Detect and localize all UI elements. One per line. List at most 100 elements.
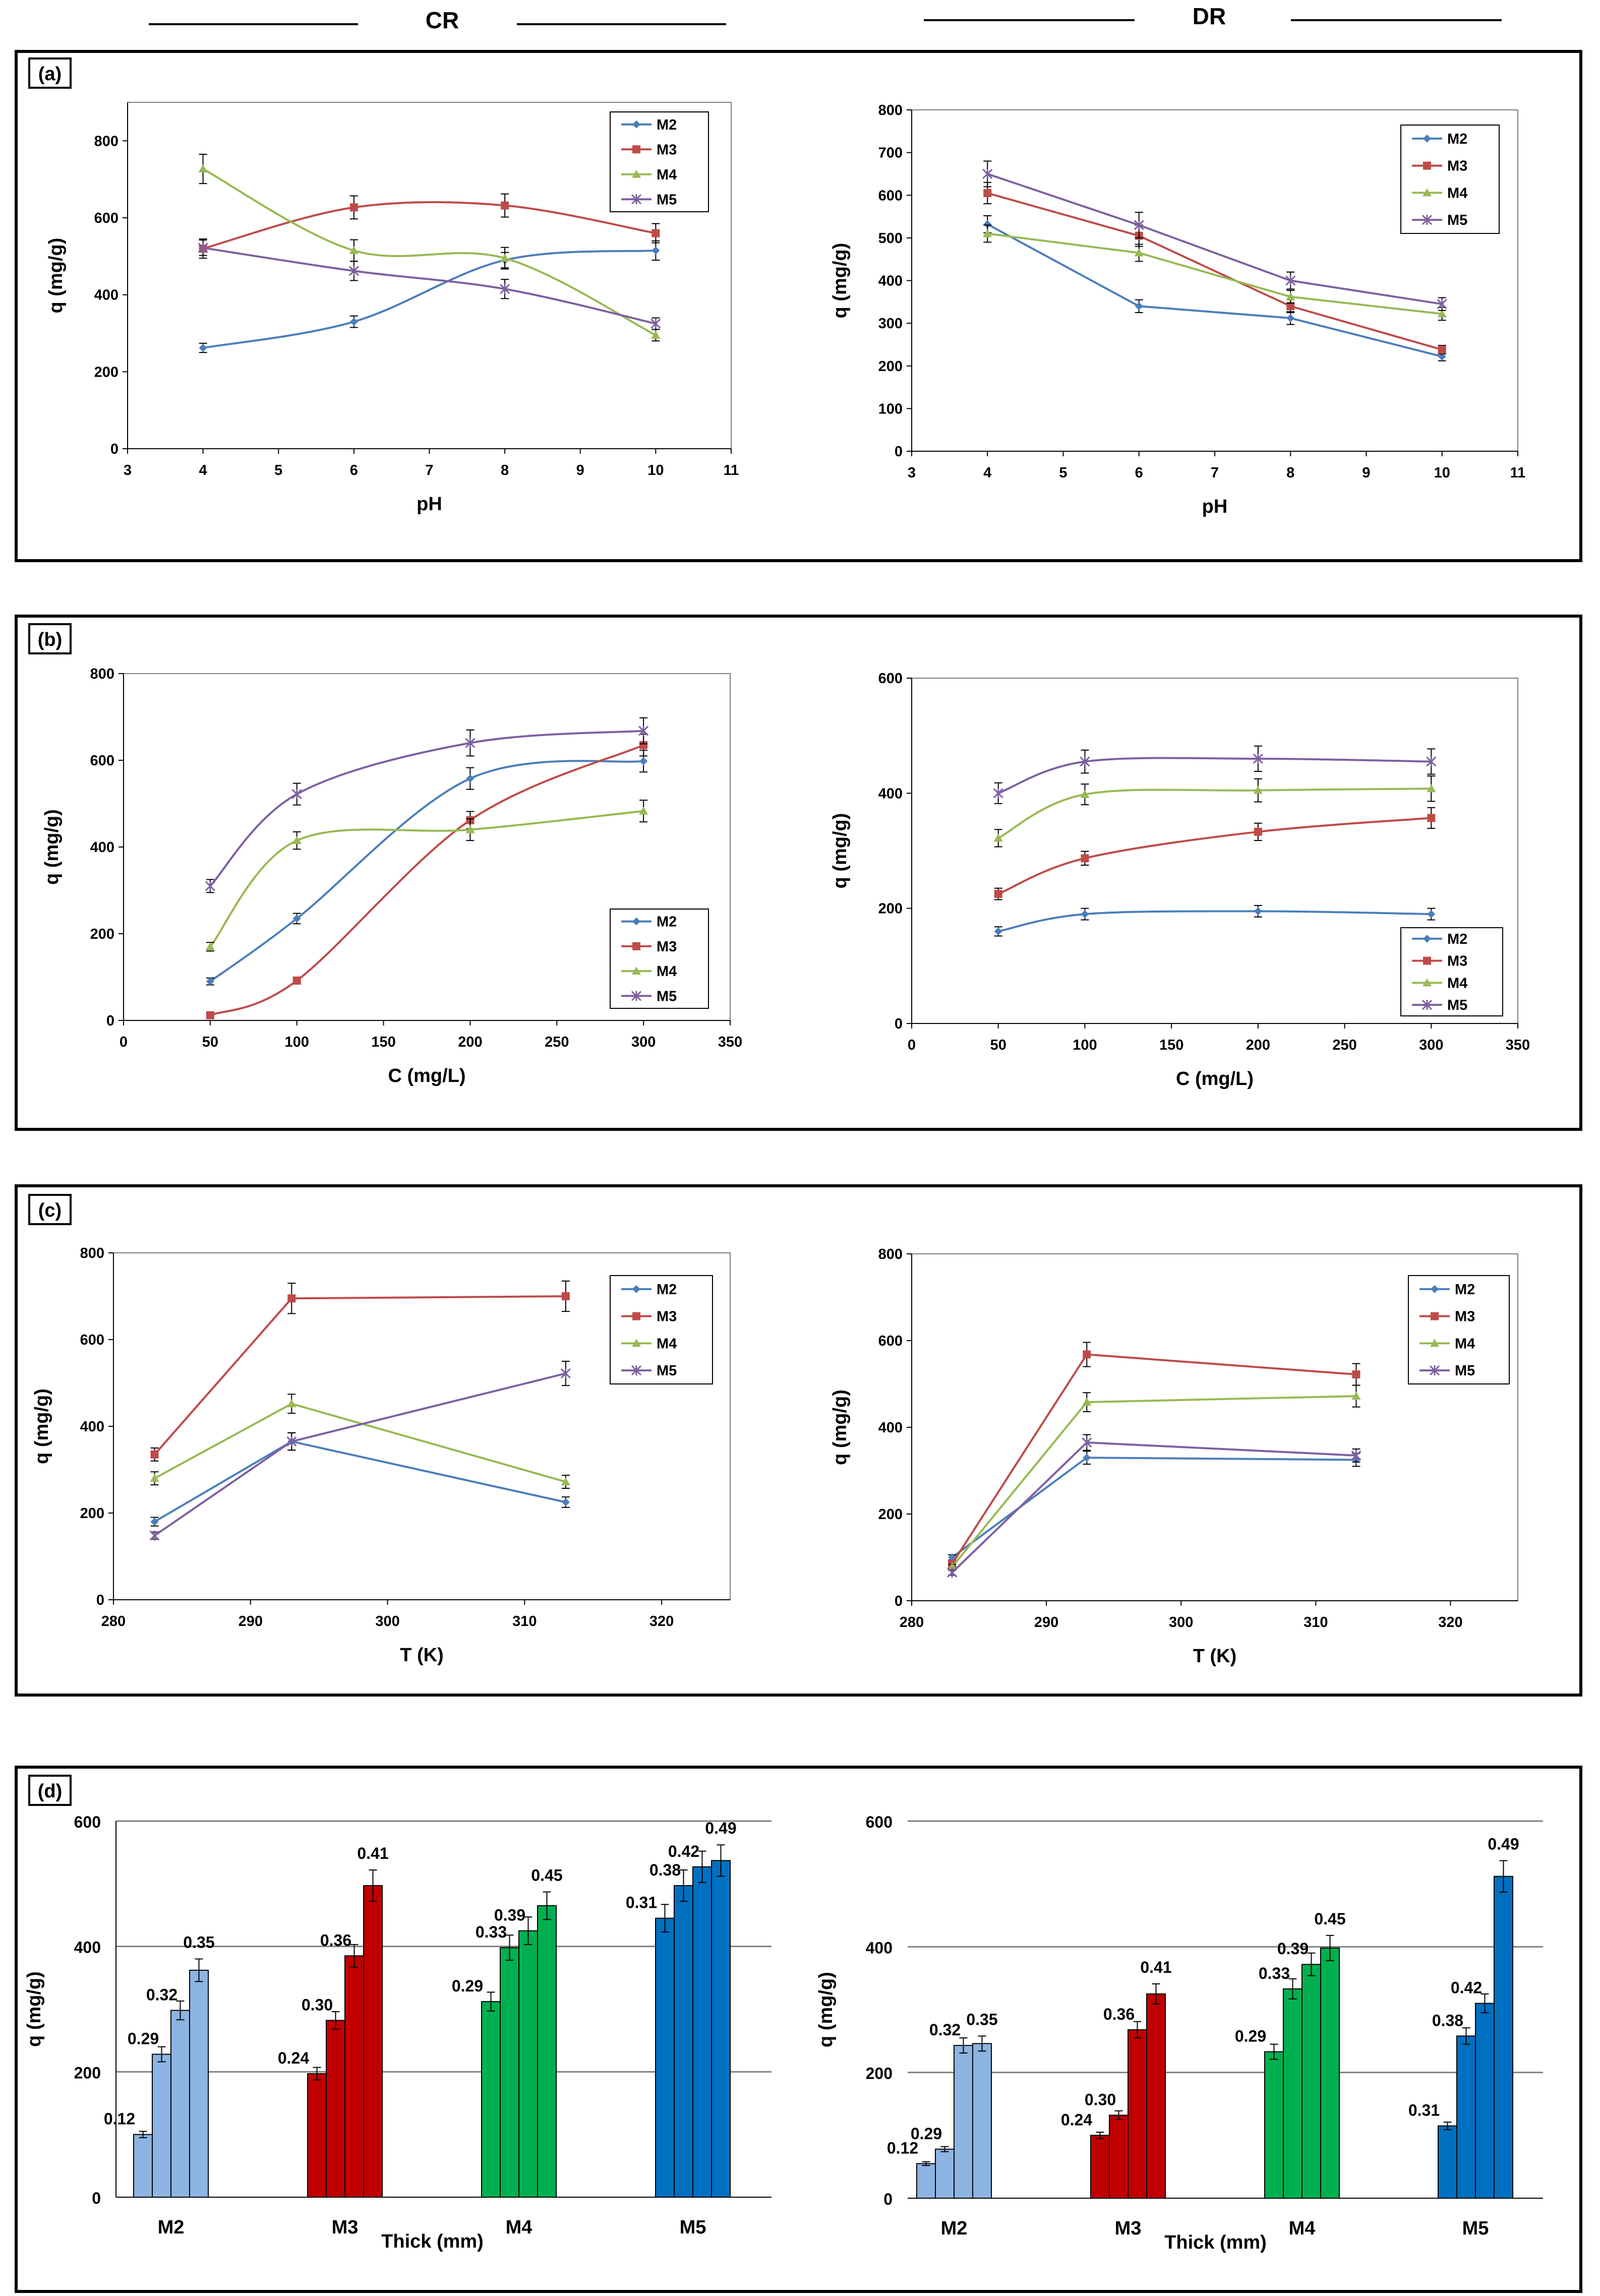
y-axis-label: q (mg/g) [31, 1388, 52, 1464]
bar-M5-3 [711, 1860, 731, 2198]
marker-M4-0 [993, 833, 1003, 842]
y-axis-label: q (mg/g) [24, 1971, 45, 2047]
y-tick-label: 400 [878, 786, 903, 802]
y-tick-label: 200 [80, 1505, 104, 1522]
y-tick-label: 600 [74, 1813, 101, 1831]
series-line-M5 [154, 1372, 566, 1537]
marker-M4-0 [983, 229, 992, 237]
chart-a-CR: 0 200 400 600 800 3 4 5 6 7 8 9 10 11 pH q (mg/g) M2 M3 M4… [45, 102, 739, 515]
x-axis-label: Thick (mm) [381, 2231, 484, 2252]
error-bar-M3-2 [1133, 2021, 1142, 2039]
y-tick-label: 0 [895, 1016, 903, 1032]
series-line-M5 [998, 757, 1432, 795]
bar-M2-3 [972, 2043, 992, 2199]
x-tick-label: 280 [900, 1614, 924, 1630]
series-line-M4 [997, 788, 1432, 839]
x-tick-label: 300 [1169, 1614, 1193, 1630]
data-label-M5-3: 0.49 [705, 1819, 736, 1837]
error-bar-M4-0 [487, 1991, 495, 2012]
marker-M5-1 [291, 789, 302, 800]
marker-M3-0 [994, 890, 1002, 898]
marker-M5-2 [1285, 275, 1296, 286]
marker-legend-M2 [1423, 134, 1431, 143]
y-tick-label: 0 [92, 2189, 101, 2207]
y-tick-label: 400 [878, 273, 903, 289]
y-tick-label: 400 [878, 1420, 903, 1436]
marker-M5-3 [650, 318, 661, 329]
data-label-M4-3: 0.45 [1314, 1910, 1345, 1928]
series-line-M2 [154, 1440, 566, 1523]
data-label-M4-1: 0.33 [1259, 1964, 1290, 1982]
x-tick-label: 10 [647, 462, 664, 478]
y-tick-label: 0 [895, 444, 903, 460]
error-bar-M2-3 [195, 1958, 203, 1982]
y-tick-label: 100 [878, 401, 903, 417]
legend-label-M5: M5 [1447, 212, 1467, 228]
marker-M3-2 [1254, 827, 1262, 836]
marker-legend-M4 [632, 966, 641, 975]
y-axis-label: q (mg/g) [815, 1972, 837, 2047]
chart-d-DR: 02004006000.120.290.320.35M20.240.300.36… [815, 1813, 1543, 2253]
marker-M4-3 [639, 806, 648, 815]
bar-M3-3 [363, 1885, 383, 2198]
marker-M2-2 [1254, 907, 1262, 916]
series-line-M4 [154, 1403, 566, 1483]
x-tick-label: 5 [274, 462, 282, 478]
marker-M3-2 [1352, 1370, 1360, 1379]
bar-M4-1 [1283, 1988, 1302, 2199]
marker-M5-2 [500, 284, 510, 294]
y-tick-label: 400 [866, 1939, 893, 1957]
chart-c-CR: 0 200 400 600 800 280 290 300 310 320 T (K) q (mg/g… [31, 1245, 731, 1666]
x-tick-label: 320 [1438, 1614, 1462, 1630]
marker-M5-1 [348, 266, 359, 276]
x-tick-label: 7 [1211, 465, 1219, 481]
error-bar-M4-0 [1270, 2043, 1278, 2060]
marker-legend-M2 [1431, 1285, 1439, 1293]
marker-M4-2 [465, 825, 475, 833]
bar-M3-0 [1090, 2135, 1110, 2199]
marker-M5-1 [1080, 756, 1090, 767]
x-tick-label: 350 [1506, 1037, 1530, 1053]
x-axis-label: T (K) [400, 1645, 444, 1666]
marker-M3-3 [1438, 345, 1446, 354]
y-axis-label: q (mg/g) [829, 243, 851, 319]
marker-M2-0 [199, 344, 207, 352]
chart-d-CR: 0 200 400 600 0.12 0.29 0.32 0.35 M2 0.24 0.30 0.36… [24, 1813, 772, 2252]
marker-M5-0 [198, 243, 208, 253]
x-tick-label: 50 [990, 1037, 1006, 1053]
error-bar-M4-1 [505, 1935, 514, 1961]
error-bar-M2-2 [176, 2000, 185, 2021]
bar-M4-3 [1320, 1947, 1340, 2199]
y-axis-label: q (mg/g) [45, 238, 67, 314]
chart-a-DR: 0 100 200 300 400 500 600 700 800 3 4 5 6 7 8 9 10 11 pH q … [829, 102, 1525, 517]
marker-M4-2 [500, 254, 510, 262]
legend-box [1400, 927, 1503, 1016]
marker-M5-3 [1437, 298, 1447, 310]
legend-label-M4: M4 [1447, 185, 1467, 201]
x-tick-label: 50 [202, 1034, 218, 1050]
series-line-M4 [951, 1395, 1356, 1568]
x-tick-label: 300 [631, 1034, 656, 1050]
data-label-M2-2: 0.32 [146, 1985, 177, 2004]
marker-legend-M2 [1423, 934, 1431, 943]
x-axis-label: C (mg/L) [388, 1065, 465, 1086]
marker-M4-3 [1427, 784, 1436, 793]
y-tick-label: 200 [878, 1506, 903, 1523]
marker-M2-2 [1286, 314, 1295, 322]
x-tick-label: 200 [458, 1034, 482, 1050]
bar-M2-3 [189, 1969, 209, 2198]
category-label-M5: M5 [680, 2217, 706, 2238]
error-bar-M3-2 [350, 1944, 359, 1968]
series-line-M4 [202, 168, 657, 336]
x-tick-label: 5 [1059, 465, 1067, 481]
x-axis-label: Thick (mm) [1164, 2232, 1267, 2253]
marker-M4-1 [287, 1399, 297, 1408]
category-label-M3: M3 [332, 2217, 359, 2238]
bar-M3-1 [1109, 2114, 1129, 2199]
marker-legend-M5 [631, 194, 642, 205]
bar-M5-0 [1438, 2125, 1457, 2199]
data-label-M3-3: 0.41 [1140, 1958, 1171, 1976]
marker-M3-2 [561, 1292, 570, 1300]
marker-M4-3 [651, 330, 661, 339]
marker-M2-2 [561, 1498, 570, 1506]
